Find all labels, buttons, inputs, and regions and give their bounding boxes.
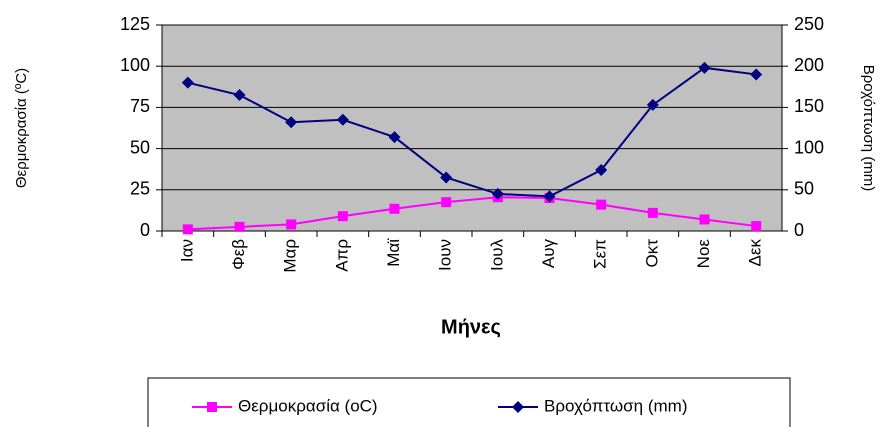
- y-tick-label: 100: [120, 55, 150, 75]
- data-point: [543, 190, 556, 203]
- data-point: [647, 207, 658, 218]
- y-tick-label: 75: [130, 96, 150, 116]
- y-tick-label: 25: [130, 179, 150, 199]
- legend-marker: [207, 402, 217, 412]
- y2-tick-label: 250: [794, 14, 824, 34]
- x-tick-label: Ιαν: [177, 239, 196, 262]
- legend-marker: [512, 401, 524, 413]
- data-point: [389, 203, 400, 214]
- x-tick-label: Μαρ: [281, 239, 300, 273]
- legend-label: Θερμοκρασία (oC): [238, 396, 378, 415]
- y2-tick-label: 0: [794, 220, 804, 240]
- x-tick-label: Νοε: [694, 239, 713, 269]
- data-point: [751, 221, 762, 232]
- plot-area: [161, 24, 783, 232]
- data-point: [646, 98, 659, 111]
- x-tick-label: Ιουλ: [487, 239, 506, 271]
- data-point: [699, 214, 710, 225]
- series-line: [187, 66, 757, 198]
- x-tick-label: Αυγ: [539, 239, 558, 269]
- data-point: [286, 219, 297, 230]
- data-point: [388, 131, 401, 144]
- y-tick-label: 125: [120, 14, 150, 34]
- data-point: [750, 68, 763, 81]
- data-point: [337, 211, 348, 222]
- y2-tick-label: 50: [794, 179, 814, 199]
- legend-box: [147, 377, 791, 427]
- data-point: [181, 76, 194, 89]
- data-point: [233, 89, 246, 102]
- x-axis-title: Μήνες: [441, 316, 501, 338]
- x-tick-label: Οκτ: [642, 239, 661, 268]
- y-axis-title: Θερμοκρασία (ºC): [13, 68, 30, 188]
- data-point: [285, 116, 298, 129]
- x-tick-label: Μαϊ: [384, 238, 403, 267]
- data-point: [234, 221, 245, 232]
- y2-tick-label: 200: [794, 55, 824, 75]
- data-point: [440, 171, 453, 184]
- y2-tick-label: 100: [794, 137, 824, 157]
- y2-tick-label: 150: [794, 96, 824, 116]
- y-tick-label: 0: [140, 220, 150, 240]
- x-tick-label: Δεκ: [746, 239, 765, 267]
- data-point: [336, 113, 349, 126]
- x-tick-label: Ιουν: [436, 239, 455, 271]
- legend-label: Βροχόπτωση (mm): [544, 396, 687, 415]
- data-point: [596, 199, 607, 210]
- data-point: [182, 224, 193, 235]
- x-tick-label: Φεβ: [229, 239, 248, 270]
- data-point: [698, 61, 711, 74]
- series-line: [187, 196, 757, 231]
- data-point: [595, 164, 608, 177]
- y2-axis-title: Βροχόπτωση (mm): [860, 65, 877, 192]
- data-point: [441, 197, 452, 208]
- y-tick-label: 50: [130, 137, 150, 157]
- x-tick-label: Απρ: [332, 239, 351, 272]
- data-point: [491, 187, 504, 200]
- x-tick-label: Σεπ: [591, 239, 610, 269]
